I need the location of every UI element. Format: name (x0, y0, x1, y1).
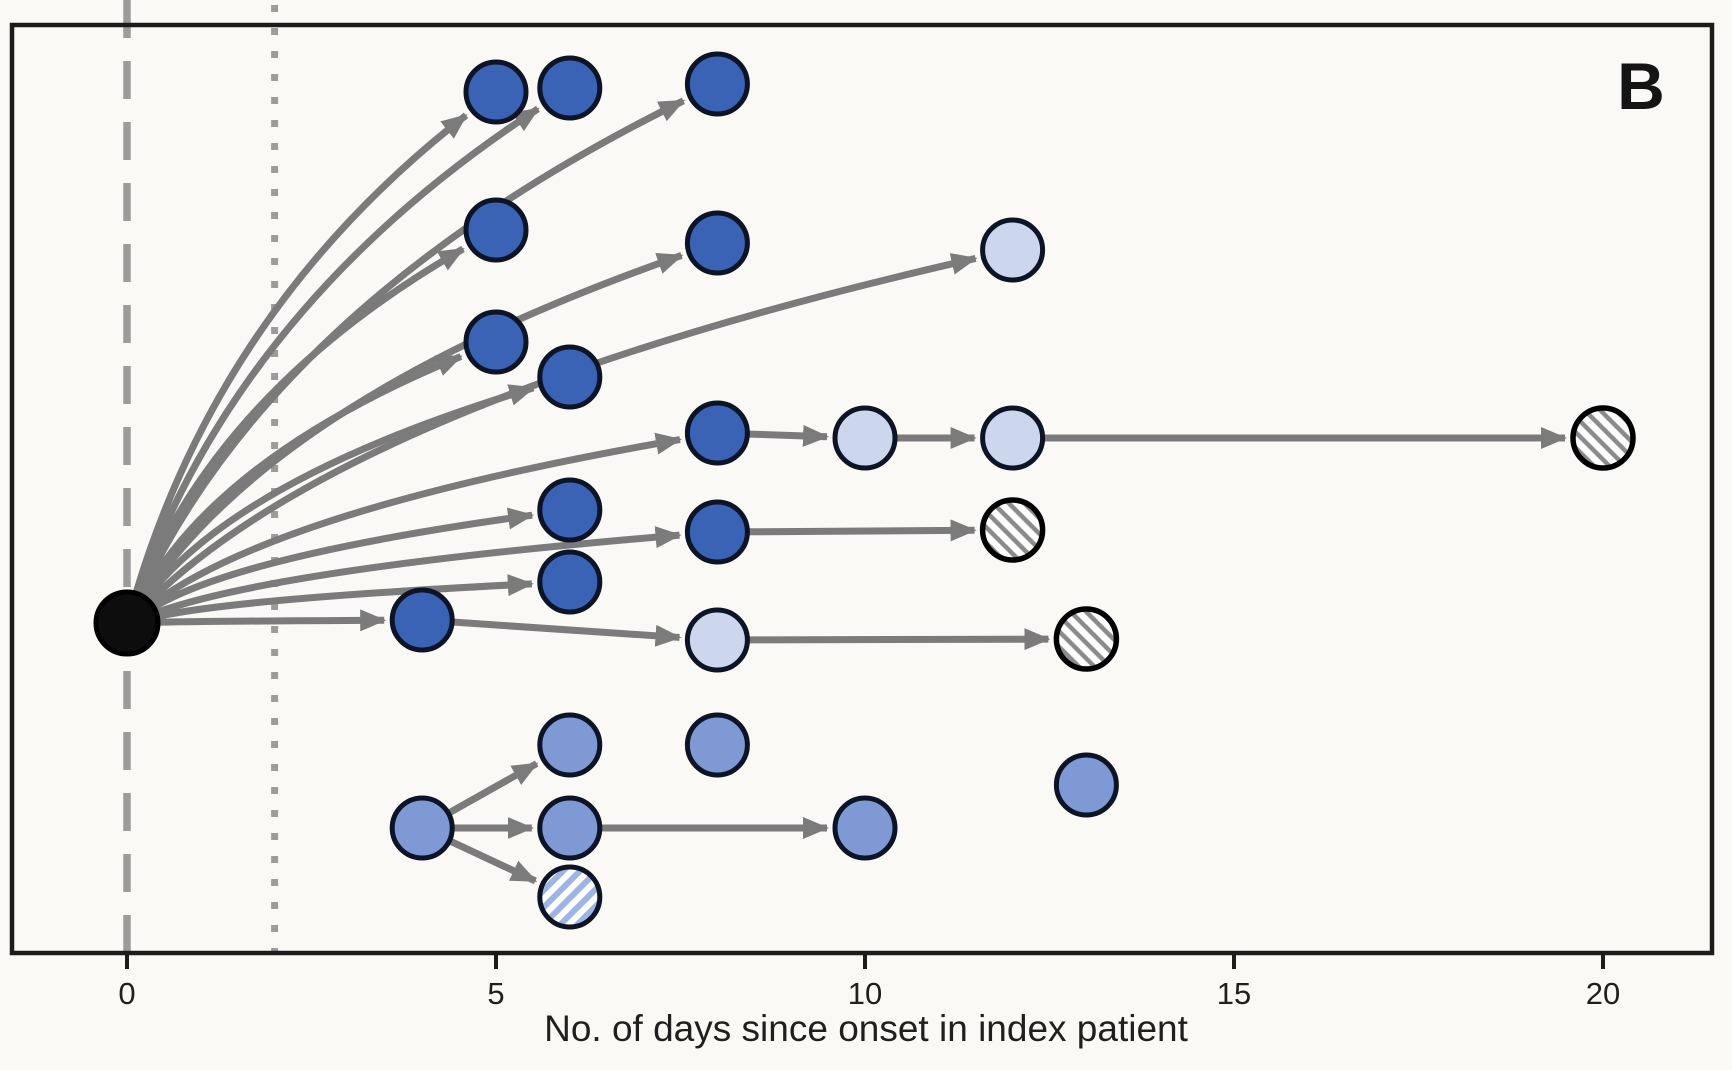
transmission-arrow (453, 618, 682, 647)
x-axis-tick-label: 5 (487, 976, 504, 1011)
panel-label-b: B (1617, 49, 1665, 123)
transmission-arrow (140, 353, 463, 597)
case-node-dark (389, 587, 455, 653)
case-node-dark (537, 344, 603, 410)
case-node-dark (463, 59, 529, 125)
x-axis-tick-label: 10 (848, 976, 882, 1011)
case-node-medium (537, 795, 603, 861)
transmission-arrow (153, 507, 535, 610)
case-node-dark (684, 400, 750, 466)
transmission-arrow (159, 609, 387, 632)
case-node-dark (684, 499, 750, 565)
case-node-hatch_gray (1570, 405, 1636, 471)
transmission-arrow (448, 760, 539, 816)
case-node-hatch_gray (1053, 606, 1120, 672)
case-node-dark (537, 55, 603, 121)
case-node-hatch_gray (979, 497, 1046, 563)
case-node-dark (537, 477, 603, 543)
transmission-arrow (136, 245, 465, 594)
case-node-light (980, 405, 1046, 471)
case-node-dark (463, 197, 529, 263)
transmission-arrow (749, 628, 1051, 651)
transmission-arrow (134, 105, 540, 594)
case-node-dark (537, 549, 603, 615)
transmission-arrow (749, 519, 977, 542)
case-node-medium (389, 795, 455, 861)
case-node-dark (684, 210, 750, 276)
x-axis-tick-label: 15 (1217, 976, 1251, 1011)
transmission-arrow (137, 97, 686, 595)
case-node-dark (463, 309, 529, 375)
transmission-arrow (749, 424, 830, 447)
case-node-dark (684, 51, 750, 117)
plot-border (9, 22, 1715, 956)
transmission-arrow (144, 384, 536, 600)
case-node-light (832, 405, 898, 471)
x-axis-title: No. of days since onset in index patient (544, 1008, 1188, 1049)
transmission-arrow (156, 526, 682, 616)
case-node-hatch_blue (537, 864, 603, 930)
case-node-medium (684, 712, 750, 778)
x-axis-tick-label: 20 (1586, 976, 1620, 1011)
case-node-light (980, 217, 1046, 283)
case-node-medium (832, 795, 898, 861)
x-axis-tick-label: 0 (118, 976, 135, 1011)
case-node-light (684, 607, 750, 673)
transmission-arrow (449, 838, 538, 885)
transmission-arrow (133, 112, 469, 593)
case-node-medium (537, 712, 603, 778)
transmission-arrow (151, 432, 682, 607)
index-patient-node (93, 589, 161, 657)
case-node-medium (1053, 752, 1119, 818)
transmission-arrow (158, 574, 534, 620)
